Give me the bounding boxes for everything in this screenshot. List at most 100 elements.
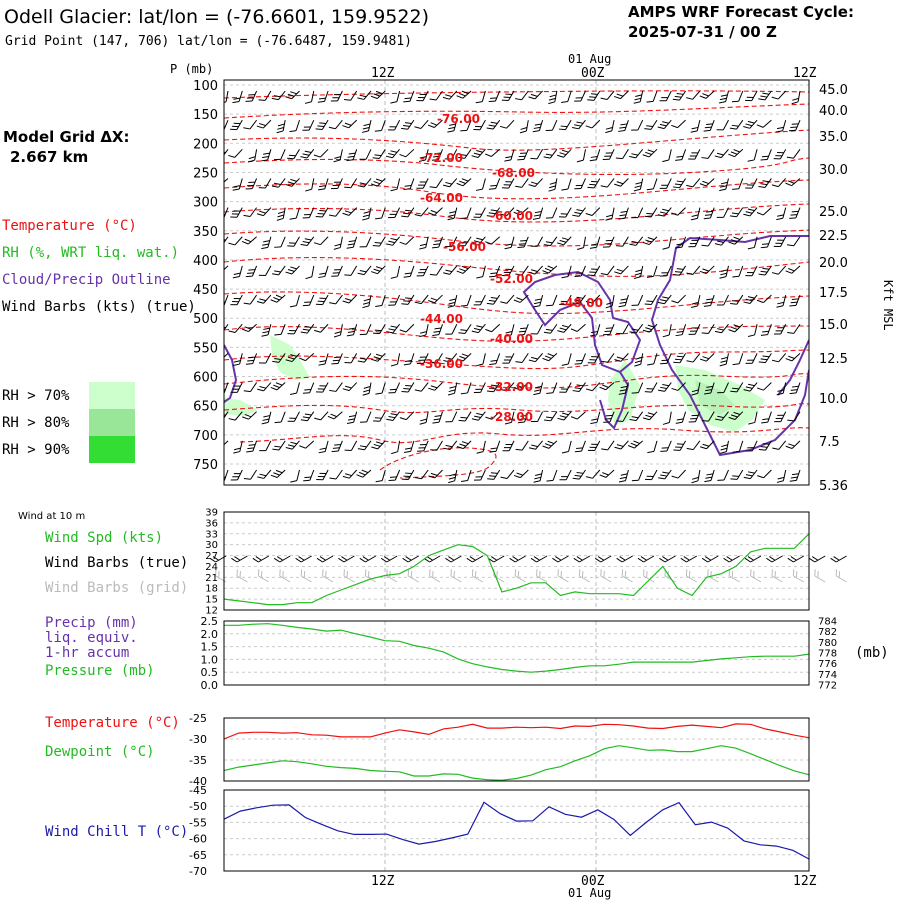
- wind-barb: [374, 119, 386, 132]
- wind-barb: [572, 469, 586, 480]
- wind-barb: [258, 265, 272, 277]
- pressure-tick: 700: [193, 429, 218, 444]
- wind-barb: [318, 440, 329, 454]
- wind-barb: [443, 440, 458, 451]
- wind-barb: [789, 469, 801, 482]
- wind-barb: [443, 353, 458, 363]
- wind-barb: [548, 178, 558, 192]
- wind-barb: [576, 149, 586, 163]
- surface-wind-barb-grid: [578, 569, 591, 583]
- wind-barb: [359, 411, 372, 423]
- wind-barb: [701, 149, 715, 159]
- wind-barb: [729, 207, 744, 218]
- wind-barb: [574, 265, 586, 277]
- temperature-contour: [224, 90, 809, 99]
- wind-barb: [442, 178, 458, 188]
- wind-barb: [719, 265, 729, 279]
- wind-barb: [671, 294, 686, 304]
- wind-barb: [644, 119, 658, 130]
- surface-wind-barb-true: [701, 555, 719, 563]
- dewpoint-line: [224, 745, 809, 781]
- wind-barb: [270, 469, 286, 478]
- wind-barb: [224, 119, 229, 131]
- wind-tick: 18: [205, 584, 218, 595]
- surface-wind-barb-true: [723, 555, 740, 563]
- wind-barb: [747, 324, 758, 338]
- wind-barb: [618, 294, 629, 308]
- wind-barb: [644, 294, 658, 306]
- wind-barb: [771, 353, 787, 363]
- wind-barb: [775, 120, 787, 133]
- wind-barb: [390, 90, 401, 104]
- wind-barb: [717, 469, 729, 481]
- wind-barb: [230, 207, 243, 218]
- legend-temperature: Temperature (°C): [2, 218, 137, 234]
- wind-barb: [224, 90, 229, 105]
- temperature-contour-label: -64.00: [420, 191, 463, 205]
- wind-barb: [316, 469, 329, 481]
- wind-barb: [587, 90, 601, 101]
- wind-barb: [499, 119, 515, 129]
- wind-barb: [504, 411, 515, 425]
- wind-barb: [528, 440, 543, 450]
- temperature-contour-label: -48.00: [560, 296, 603, 310]
- wind-barb: [614, 353, 629, 362]
- surface-wind-barb-grid: [236, 569, 248, 583]
- wind-barb: [745, 178, 758, 189]
- wind-speed-label: Wind Spd (kts): [45, 530, 163, 546]
- wind-barb: [528, 265, 543, 275]
- wind-barb: [289, 119, 300, 133]
- wind-barb: [690, 294, 701, 309]
- surface-wind-barb-grid: [814, 569, 826, 583]
- wind-barb: [487, 469, 501, 480]
- wind-barb: [743, 382, 758, 392]
- wind-barb: [224, 207, 229, 219]
- pressure-tick: 782: [818, 627, 837, 638]
- wind-barb: [634, 353, 644, 367]
- wind-barb: [605, 120, 615, 134]
- wind-tick: 36: [205, 518, 218, 529]
- wind-barb: [272, 265, 286, 276]
- pressure-label: Pressure (mb): [45, 663, 155, 679]
- wind-barb: [261, 411, 272, 425]
- wind-barb: [401, 207, 415, 218]
- wind-barb: [485, 323, 501, 333]
- wind-barb: [542, 265, 558, 274]
- temperature-contour: [224, 179, 809, 200]
- pressure-tick: 772: [818, 681, 837, 692]
- precip-tick: 2.0: [201, 628, 219, 641]
- kft-tick: 15.0: [819, 318, 848, 333]
- wind-barb: [224, 353, 229, 362]
- wind-barb: [430, 440, 443, 451]
- wind-barb: [716, 207, 729, 218]
- wind-barb: [401, 294, 415, 305]
- wind-barb: [631, 469, 644, 482]
- wind-barb: [285, 265, 300, 275]
- wind-barb: [513, 469, 529, 479]
- wind-barb: [241, 236, 257, 245]
- wind-barb: [659, 265, 672, 277]
- temperature-contour: [239, 427, 809, 444]
- wind-barb: [241, 323, 257, 333]
- wind-barb: [758, 90, 772, 101]
- wind-barb: [359, 324, 372, 336]
- wind-barb: [391, 440, 401, 455]
- wind-barb: [791, 90, 801, 105]
- surface-wind-barb-true: [509, 555, 526, 563]
- upper-panel-frame: [223, 79, 810, 486]
- wind-barb: [471, 323, 486, 334]
- wind-barb: [224, 178, 229, 187]
- wind-barb: [771, 90, 787, 100]
- wind-barb: [502, 353, 515, 364]
- wind-barb: [600, 90, 615, 101]
- wind-barb: [675, 236, 687, 249]
- surface-wind-barb-true: [445, 555, 462, 563]
- wind-barb: [375, 382, 386, 395]
- kft-ticks: 45.0 40.0 35.0 30.0 25.0 22.5 20.0 17.5 15.0 12.5…: [819, 83, 848, 494]
- wind-barb: [558, 207, 572, 218]
- wind-caption: Wind at 10 m: [18, 511, 85, 522]
- wind-barb: [646, 90, 658, 103]
- temp-dewpoint-panel: Temperature (°C) Dewpoint (°C) -25 -30 -35…: [45, 712, 810, 788]
- temperature-contour: [224, 203, 809, 223]
- wind-barb: [618, 382, 629, 395]
